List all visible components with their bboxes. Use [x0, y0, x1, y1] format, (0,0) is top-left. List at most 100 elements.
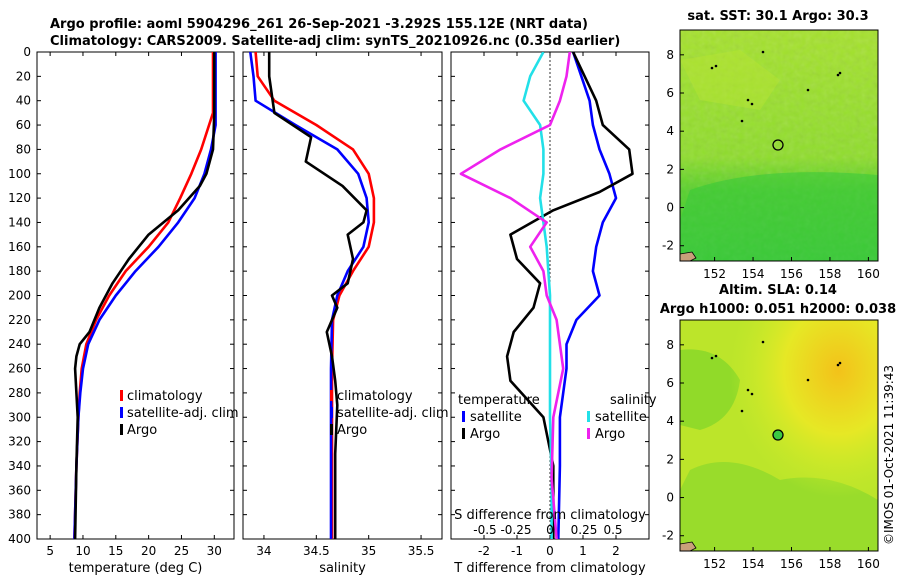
salinity-xtick-label: 34.5 — [303, 544, 330, 558]
depth-tick-label: 300 — [8, 410, 31, 424]
sla-map-title-line1: Altim. SLA: 0.14 — [719, 283, 837, 298]
map-ytick-label: -2 — [662, 529, 674, 543]
temperature-xlabel: temperature (deg C) — [69, 561, 203, 576]
depth-tick-label: 280 — [8, 386, 31, 400]
depth-tick-label: 40 — [16, 94, 31, 108]
difference-xtick-label: 2 — [612, 544, 620, 558]
temperature-xtick-label: 10 — [75, 544, 90, 558]
depth-tick-label: 320 — [8, 435, 31, 449]
legend-label: Argo — [470, 427, 500, 442]
map-ytick-label: 8 — [666, 338, 674, 352]
map-xtick-label: 154 — [742, 557, 765, 571]
series-satellite-adj-clim — [73, 52, 217, 539]
salinity-series-group — [249, 52, 376, 539]
legend-label: climatology — [127, 389, 203, 404]
depth-tick-label: 340 — [8, 459, 31, 473]
salinity-xtick-label: 34 — [256, 544, 271, 558]
temperature-xtick-label: 20 — [141, 544, 156, 558]
map-xtick-label: 158 — [818, 557, 841, 571]
island-speck — [710, 356, 714, 360]
temperature-axes-frame — [36, 51, 235, 540]
sst-map-frame — [679, 29, 879, 262]
legend-label: Argo — [127, 423, 157, 438]
map-xtick-label: 160 — [857, 557, 880, 571]
map-ytick-label: 2 — [666, 162, 674, 176]
depth-tick-label: 100 — [8, 167, 31, 181]
depth-tick-label: 220 — [8, 313, 31, 327]
series-argo — [73, 52, 216, 539]
depth-tick-label: 360 — [8, 483, 31, 497]
depth-tick-label: 260 — [8, 362, 31, 376]
island-speck — [836, 73, 840, 77]
map-ytick-label: 2 — [666, 452, 674, 466]
series-s-satellite — [522, 52, 553, 539]
sst-map-cool-region — [680, 172, 878, 261]
map-ytick-label: 8 — [666, 48, 674, 62]
island-speck — [761, 340, 765, 344]
map-ytick-label: 4 — [666, 414, 674, 428]
sst-map-islands — [710, 50, 842, 123]
depth-tick-label: 380 — [8, 508, 31, 522]
depth-tick-label: 0 — [23, 45, 31, 59]
legend-label: climatology — [337, 389, 413, 404]
island-speck — [750, 392, 754, 396]
legend-label: satellite — [470, 410, 522, 425]
legend-label: Argo — [595, 427, 625, 442]
map-ytick-label: 0 — [666, 201, 674, 215]
island-speck — [740, 119, 744, 123]
depth-tick-label: 60 — [16, 118, 31, 132]
difference-xlabel: T difference from climatology — [453, 561, 646, 576]
difference-xtick-label: -2 — [478, 544, 490, 558]
series-s-argo — [459, 52, 572, 539]
island-speck — [838, 71, 842, 75]
map-ytick-label: 6 — [666, 86, 674, 100]
sla-map-title-line2: Argo h1000: 0.051 h2000: 0.038 — [660, 302, 896, 317]
island-speck — [838, 361, 842, 365]
depth-tick-label: 200 — [8, 289, 31, 303]
island-speck — [750, 102, 754, 106]
island-speck — [806, 88, 810, 92]
legend-label: satellite-adj. clim — [127, 406, 239, 421]
map-xtick-label: 158 — [818, 267, 841, 281]
sst-profile-marker — [772, 139, 784, 151]
legend-swatch — [462, 428, 465, 439]
depth-tick-label: 180 — [8, 264, 31, 278]
salinity-diff-tick-label: -0.25 — [500, 523, 531, 537]
salinity-diff-tick-label: 0.5 — [603, 523, 622, 537]
difference-xtick-label: 0 — [546, 544, 554, 558]
series-t-satellite — [557, 52, 618, 539]
legend-label: satellite — [595, 410, 647, 425]
legend-label: salinity — [610, 393, 657, 408]
series-t-argo — [505, 52, 634, 539]
legend-label: temperature — [458, 393, 540, 408]
legend-swatch — [120, 424, 123, 435]
temperature-xtick-label: 5 — [46, 544, 54, 558]
island-speck — [746, 388, 750, 392]
salinity-diff-tick-label: 0.25 — [571, 523, 598, 537]
sst-map-warm-blob — [680, 50, 780, 110]
map-ytick-label: 0 — [666, 491, 674, 505]
depth-tick-label: 120 — [8, 191, 31, 205]
series-climatology — [254, 52, 376, 539]
difference-xtick-label: -1 — [511, 544, 523, 558]
series-climatology — [73, 52, 215, 539]
island-speck — [836, 363, 840, 367]
depth-tick-label: 20 — [16, 69, 31, 83]
island-speck — [714, 354, 718, 358]
depth-tick-label: 240 — [8, 337, 31, 351]
temperature-xtick-label: 30 — [207, 544, 222, 558]
temperature-xtick-label: 25 — [174, 544, 189, 558]
salinity-xlabel: salinity — [319, 561, 366, 576]
salinity-xtick-label: 35.5 — [408, 544, 435, 558]
difference-series-group — [459, 52, 634, 539]
map-xtick-label: 156 — [780, 267, 803, 281]
sst-map: sat. SST: 30.1 Argo: 30.3 152 154 156 158 16… — [662, 9, 880, 281]
difference-xtick-label: 1 — [579, 544, 587, 558]
figure-title-line1: Argo profile: aoml 5904296_261 26-Sep-20… — [50, 17, 588, 32]
temperature-panel: 0 20 40 60 80 100 120 140 160 180 200 220 240 260 280 3… — [8, 45, 239, 576]
legend-swatch — [330, 424, 333, 435]
legend-swatch — [330, 390, 333, 401]
salinity-panel: 34 34.5 35 35.5 salinity climatology satellite… — [242, 51, 449, 576]
legend-label: Argo — [337, 423, 367, 438]
